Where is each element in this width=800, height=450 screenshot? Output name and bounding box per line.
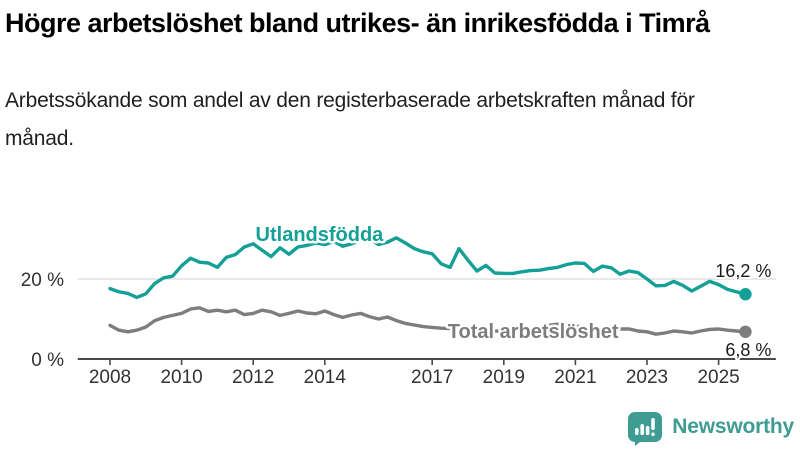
x-tick-label-2012: 2012 xyxy=(232,367,274,388)
x-tick-label-2014: 2014 xyxy=(304,367,347,388)
series-label-utlandsf-dda: Utlandsfödda xyxy=(256,224,385,246)
x-tick-label-2021: 2021 xyxy=(554,367,596,388)
series-label-total-arbetsl-shet: Total arbetslöshet xyxy=(448,321,619,343)
x-tick-label-2025: 2025 xyxy=(697,367,739,388)
y-tick-label-20: 20 % xyxy=(21,270,64,291)
newsworthy-logo[interactable]: Newsworthy xyxy=(626,408,794,446)
end-value-label-total-arbetsl-shet: 6,8 % xyxy=(725,340,771,360)
series-line-total-arbetsl-shet xyxy=(108,306,748,336)
series-end-dot-total-arbetsl-shet xyxy=(739,325,752,338)
chart-header: Högre arbetslöshet bland utrikes- än inr… xyxy=(5,4,795,158)
newsworthy-speech-bubble-chart-icon xyxy=(628,412,663,446)
x-tick-label-2017: 2017 xyxy=(411,367,453,388)
x-tick-label-2008: 2008 xyxy=(89,367,131,388)
x-tick-label-2019: 2019 xyxy=(483,367,525,388)
series-end-dot-utlandsf-dda xyxy=(739,288,752,301)
newsworthy-logo-text: Newsworthy xyxy=(672,415,794,438)
chart-subtitle: Arbetssökande som andel av den registerb… xyxy=(5,89,695,150)
x-tick-label-2010: 2010 xyxy=(160,367,202,388)
chart-title: Högre arbetslöshet bland utrikes- än inr… xyxy=(5,8,710,38)
end-value-label-utlandsf-dda: 16,2 % xyxy=(715,261,771,281)
y-tick-label-0: 0 % xyxy=(31,350,64,371)
series-line-utlandsf-dda xyxy=(108,236,748,300)
x-tick-label-2023: 2023 xyxy=(626,367,668,388)
